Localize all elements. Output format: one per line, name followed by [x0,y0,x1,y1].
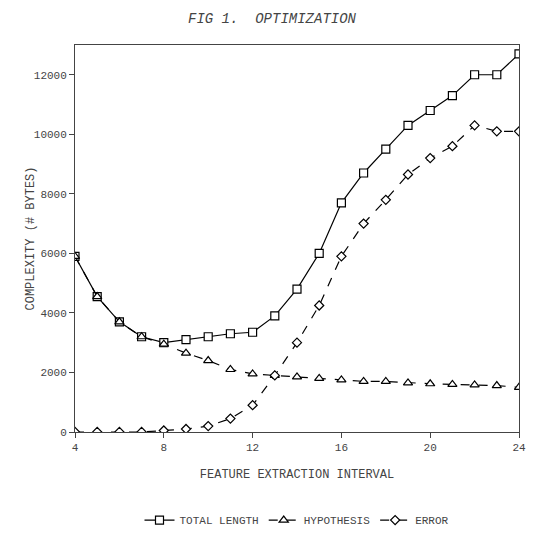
svg-text:0: 0 [60,427,67,439]
svg-text:8000: 8000 [40,189,66,201]
svg-text:COMPLEXITY (# BYTES): COMPLEXITY (# BYTES) [24,166,38,310]
svg-text:12000: 12000 [34,70,67,82]
svg-text:4: 4 [72,442,79,454]
svg-text:FEATURE EXTRACTION INTERVAL: FEATURE EXTRACTION INTERVAL [200,468,394,482]
svg-text:16: 16 [335,442,348,454]
svg-text:24: 24 [512,442,526,454]
svg-text:10000: 10000 [34,129,67,141]
svg-text:FIG 1. OPTIMIZATION: FIG 1. OPTIMIZATION [188,11,357,27]
svg-text:TOTAL LENGTH: TOTAL LENGTH [180,515,259,527]
svg-text:4000: 4000 [40,308,66,320]
svg-text:20: 20 [424,442,437,454]
svg-text:2000: 2000 [40,367,66,379]
svg-text:8: 8 [160,442,167,454]
svg-text:12: 12 [246,442,259,454]
svg-text:ERROR: ERROR [415,515,448,527]
svg-text:6000: 6000 [40,248,66,260]
svg-text:HYPOTHESIS: HYPOTHESIS [304,515,370,527]
